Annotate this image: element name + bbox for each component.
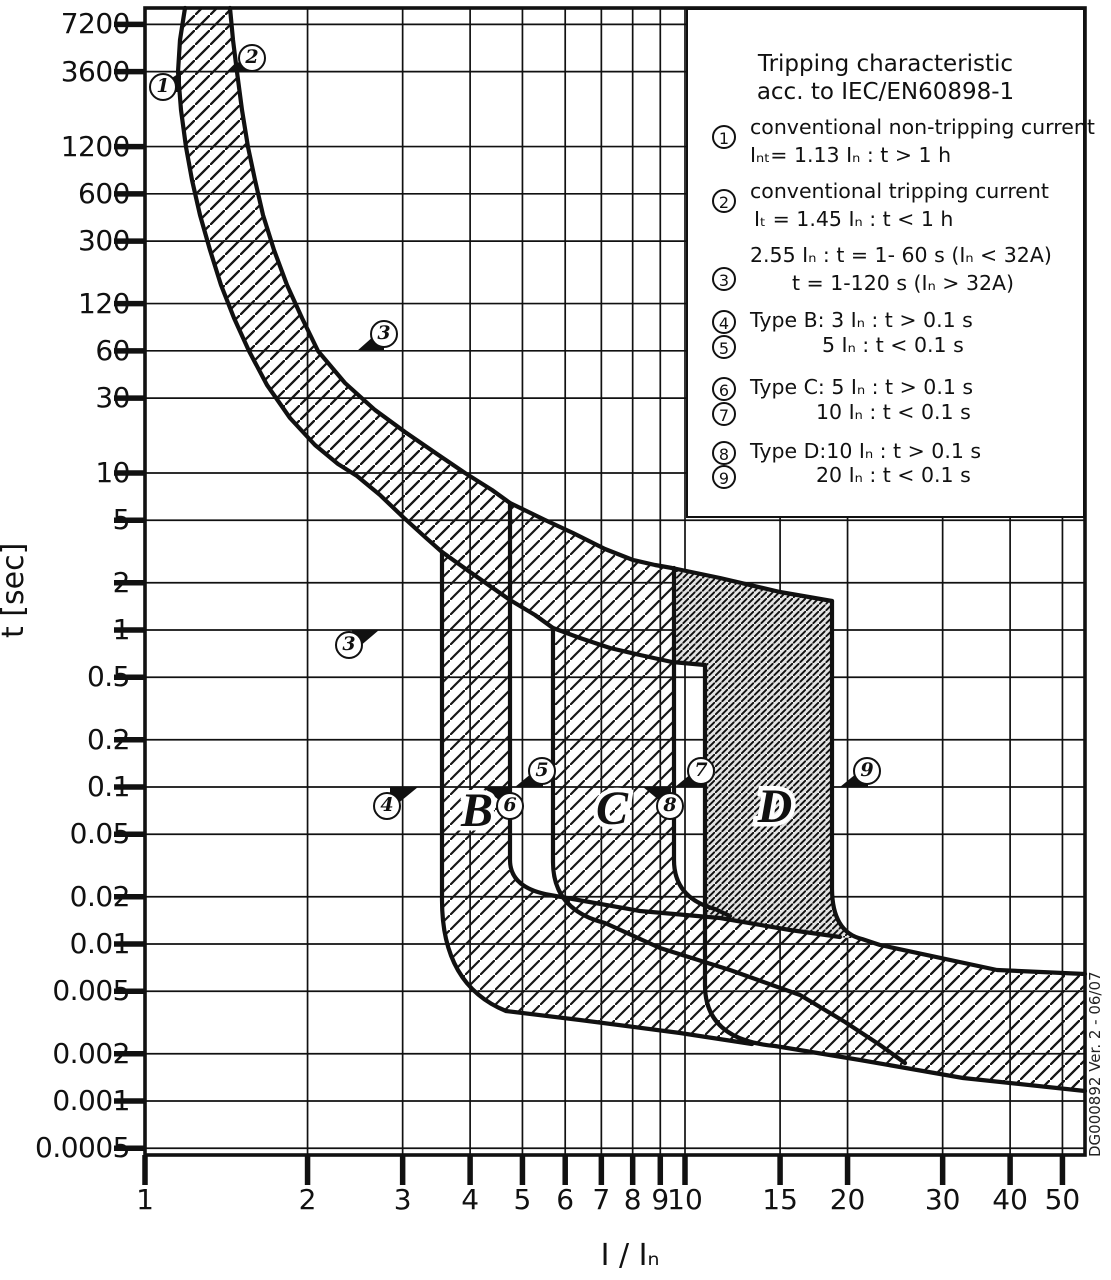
c-min-boundary [550,625,908,1066]
plot-marker-3: 3 [370,320,398,348]
legend-item-line: 10 Iₙ : t < 0.1 s [816,400,971,424]
tolerance-bands [178,8,1085,1091]
b-max-boundary [507,500,843,940]
plot-marker-6: 6 [496,792,524,820]
band-letter-b: B [460,784,493,837]
x-tick-label: 5 [513,1183,532,1216]
legend-item-number: 1 [712,125,736,149]
b-min-boundary [439,549,755,1047]
legend-item-number: 2 [712,189,736,213]
y-tick-label: 0.0005 [35,1131,130,1165]
legend-item-line: Type B: 3 Iₙ : t > 0.1 s [750,308,973,332]
legend-title-line2: acc. to IEC/EN60898-1 [756,79,1015,105]
x-tick-label: 2 [298,1183,317,1216]
legend-item-number: 6 [712,377,736,401]
legend-item-line: Type D:10 Iₙ : t > 0.1 s [750,439,982,463]
y-tick-label: 60 [95,333,130,367]
y-tick-label: 0.5 [86,660,131,694]
x-tick-label: 7 [592,1183,611,1216]
plot-marker-3: 3 [335,631,363,659]
x-axis-title: I / Iₙ [600,1238,660,1273]
legend-title-line1: Tripping characteristic [757,51,1014,77]
y-tick-label: 0.001 [52,1084,130,1117]
y-tick-label: 300 [78,224,130,258]
legend-item-line: Iₜ = 1.45 Iₙ : t < 1 h [754,207,954,231]
legend-item-number: 8 [712,441,736,465]
plot-marker-4: 4 [373,792,401,820]
legend-item-number: 4 [712,310,736,334]
y-tick-label: 0.1 [86,770,131,803]
legend-item-line: 2.55 Iₙ : t = 1- 60 s (Iₙ < 32A) [750,243,1052,267]
legend-item-line: conventional tripping current [750,179,1049,203]
legend-item-line: Type C: 5 Iₙ : t > 0.1 s [750,375,974,399]
plot-marker-9: 9 [853,757,881,785]
y-tick-label: 120 [78,286,130,320]
x-tick-label: 9 [651,1183,670,1216]
band-type-c-region [178,8,1085,1091]
legend-item-line: conventional non-tripping current [750,115,1095,139]
band-type-d-region [672,568,862,939]
y-tick-label: 2 [112,565,131,599]
x-tick-label: 3 [393,1183,412,1216]
y-tick-label: 30 [95,381,130,415]
y-tick-label: 7200 [60,7,131,41]
y-tick-label: 1200 [60,129,131,163]
legend-box: Tripping characteristic acc. to IEC/EN60… [686,8,1095,518]
y-tick-label: 3600 [60,54,131,88]
legend-item-number: 7 [712,402,736,426]
x-tick-label: 6 [556,1183,575,1216]
axes-frame [114,6,1087,1185]
d-max-boundary [829,598,1088,977]
x-tick-label: 40 [992,1183,1028,1216]
c-max-boundary [671,565,733,919]
document-number: DG000892 Ver. 2 - 06/07 [1086,971,1104,1157]
band-letters: B C D [455,776,796,842]
plot-marker-2: 2 [238,44,266,72]
y-tick-label: 0.005 [52,974,130,1008]
y-tick-label: 10 [95,456,130,489]
y-tick-label: 600 [78,176,130,210]
d-min-boundary [702,662,1088,1094]
plot-marker-1: 1 [149,73,177,101]
limit-curves [175,5,1088,1094]
legend-item-line: Iₙₜ= 1.13 Iₙ : t > 1 h [750,143,952,167]
x-tick-label: 20 [829,1183,866,1216]
y-tick-label: 1 [112,613,131,646]
y-tick-label: 0.05 [69,817,131,851]
legend-item-line: t = 1-120 s (Iₙ > 32A) [792,271,1015,295]
y-tick-label: 0.02 [69,879,131,913]
y-tick-label: 0.2 [86,722,131,756]
x-tick-label: 4 [461,1183,480,1216]
lower-non-tripping-curve [175,5,708,668]
y-axis-title: t [sec] [0,542,31,638]
plot-marker-7: 7 [687,757,715,785]
x-tick-label: 10 [667,1183,703,1216]
y-tick-label: 5 [112,503,131,537]
legend-item-number: 5 [712,335,736,359]
plot-marker-5: 5 [528,757,556,785]
legend-item-line: 20 Iₙ : t < 0.1 s [816,463,971,487]
x-tick-label: 8 [623,1183,642,1216]
legend-item-number: 9 [712,465,736,489]
legend-item-number: 3 [712,267,736,291]
plot-marker-8: 8 [656,792,684,820]
upper-tripping-curve [227,5,835,604]
legend-item-line: 5 Iₙ : t < 0.1 s [822,333,964,357]
x-tick-label: 1 [136,1183,154,1216]
band-letter-d: D [757,780,793,833]
y-tick-label: 0.002 [52,1036,130,1070]
x-tick-label: 15 [762,1183,798,1216]
y-tick-label: 0.01 [69,927,131,960]
x-tick-label: 50 [1044,1183,1081,1216]
x-tick-label: 30 [924,1183,961,1216]
band-letter-c: C [596,782,629,835]
